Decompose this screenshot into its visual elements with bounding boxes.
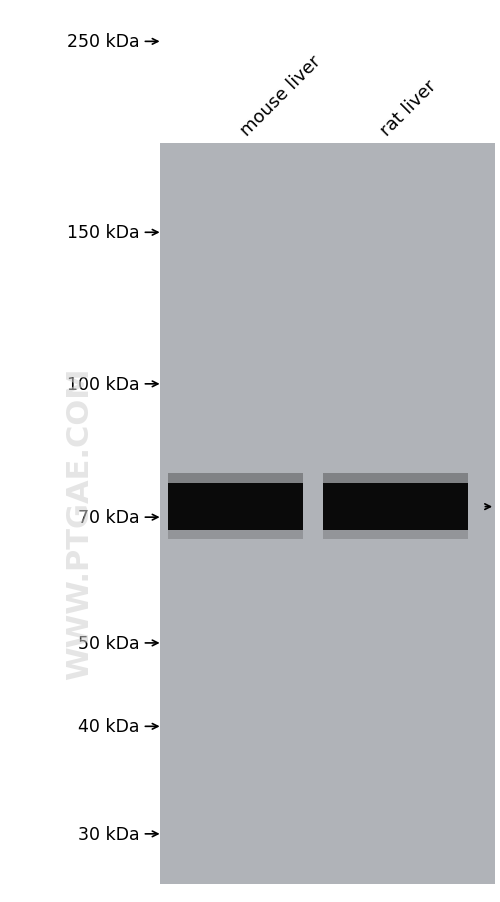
Text: 30 kDa: 30 kDa (78, 825, 140, 842)
Text: 50 kDa: 50 kDa (78, 634, 140, 652)
Text: mouse liver: mouse liver (238, 52, 324, 140)
Text: WWW.PTGAE.COM: WWW.PTGAE.COM (66, 367, 94, 679)
Text: 40 kDa: 40 kDa (78, 717, 140, 735)
Text: 70 kDa: 70 kDa (78, 509, 140, 527)
Bar (322, 528, 468, 539)
Text: 250 kDa: 250 kDa (68, 33, 140, 51)
Bar (168, 528, 302, 539)
Text: 100 kDa: 100 kDa (68, 375, 140, 393)
Text: 150 kDa: 150 kDa (68, 224, 140, 242)
Bar (168, 474, 302, 486)
Text: rat liver: rat liver (378, 77, 440, 140)
Bar (322, 474, 468, 486)
Bar (322, 483, 468, 530)
Bar (160, 144, 495, 884)
Bar (168, 483, 302, 530)
